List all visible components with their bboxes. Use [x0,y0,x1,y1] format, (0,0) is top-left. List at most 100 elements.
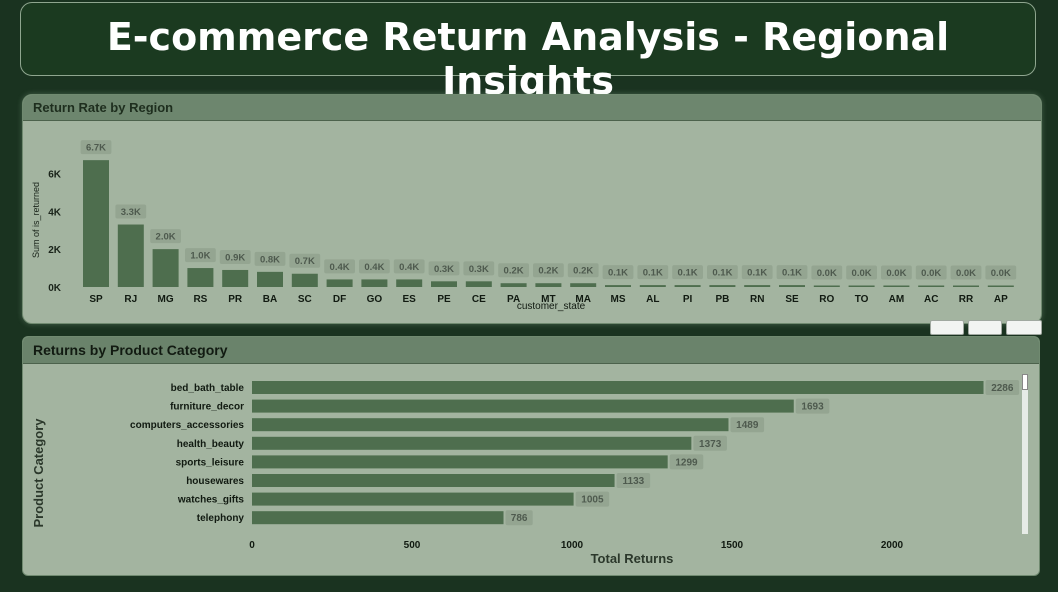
bar [117,224,144,287]
x-tick-label: PA [507,294,520,305]
data-label-bg [533,263,564,278]
data-label: 0.0K [817,268,837,279]
bar [639,285,666,287]
x-tick-label: SE [785,294,799,305]
data-label-bg [846,265,877,280]
bar [252,381,984,394]
bar [83,160,109,287]
category-label: watches_gifts [177,495,245,506]
bar [605,285,631,287]
data-label: 0.1K [782,268,802,279]
data-label-bg [575,491,610,507]
data-label-bg [672,265,703,280]
data-label: 0.9K [225,252,245,263]
category-scrollbar-thumb[interactable] [1022,374,1028,390]
category-label: health_beauty [177,439,245,450]
data-label-bg [115,204,147,219]
region-chart-panel[interactable]: Return Rate by Region 0K 2K 4K 6K Sum of is_… [22,94,1042,324]
data-label: 0.4K [364,262,384,273]
data-label: 0.1K [747,268,767,279]
data-label-bg [616,473,651,488]
x-tick-label: MS [611,294,626,305]
bar [848,285,875,287]
x-tick-label: 0 [249,540,255,551]
x-tick-label: CE [472,294,486,305]
data-label: 0.2K [538,266,558,277]
data-label-bg [359,259,390,274]
data-label: 0.0K [921,268,941,279]
x-tick-label: 2000 [881,540,904,551]
bar [987,285,1014,287]
x-tick-label: PB [715,294,729,305]
data-label-bg [254,251,286,266]
bar [744,285,771,287]
bar [396,279,423,287]
data-label: 0.8K [260,254,280,265]
category-chart-panel[interactable]: Returns by Product Category bed_bath_tab… [22,336,1040,576]
x-tick-label: DF [333,294,346,305]
bar [257,271,283,287]
data-label-bg [567,263,599,278]
data-label-bg [428,261,460,276]
data-label: 0.0K [852,268,872,279]
data-label: 1373 [699,439,722,450]
category-scrollbar[interactable] [1022,374,1028,534]
bar [252,436,692,450]
bar [252,455,668,469]
bar [252,399,794,413]
data-label-bg [881,265,912,280]
y-axis-label: Sum of is_returned [31,182,41,258]
region-bar-chart[interactable]: 0K 2K 4K 6K Sum of is_returned 6.7K SP 3.3K RJ 2.… [23,120,1041,324]
data-label: 3.3K [121,207,141,218]
data-label-bg [707,265,738,280]
data-label: 2286 [991,383,1014,394]
bar [326,279,353,287]
focus-mode-button[interactable] [930,320,964,335]
data-label-bg [985,380,1020,395]
data-label-bg [219,249,251,264]
x-tick-label: RO [819,294,834,305]
x-tick-label: 1000 [561,540,584,551]
category-label: sports_leisure [176,457,245,468]
bar [465,281,492,287]
data-label: 0.2K [573,266,593,277]
data-label: 0.0K [886,268,906,279]
x-tick-label: TO [855,294,869,305]
x-tick-label: SC [298,294,312,305]
data-label-bg [324,259,355,274]
data-label: 1693 [801,402,824,413]
y-tick-label: 4K [48,207,62,218]
data-label: 0.0K [956,268,976,279]
x-tick-label: PI [683,294,693,305]
data-label-bg [80,140,112,155]
data-label-bg [730,417,765,433]
category-label: bed_bath_table [171,383,245,394]
x-tick-label: AM [889,294,905,305]
category-bar-chart[interactable]: bed_bath_table 2286 furniture_decor 1693 com… [23,363,1039,575]
table-view-button[interactable] [968,320,1002,335]
bar [252,511,504,525]
bar [252,492,574,506]
category-label: computers_accessories [130,420,244,431]
data-label-bg [741,265,773,280]
more-options-button[interactable] [1006,320,1042,335]
data-label: 0.7K [295,256,315,267]
region-chart-header: Return Rate by Region [23,95,1041,121]
x-tick-label: ES [403,294,417,305]
data-label-bg [795,398,830,414]
data-label: 1133 [623,476,645,487]
bar [674,285,701,287]
dashboard-title: E-commerce Return Analysis - Regional In… [106,15,950,103]
data-label: 0.1K [712,268,732,279]
bar [187,268,214,287]
data-label: 0.3K [469,264,489,275]
data-label-bg [693,435,727,451]
x-tick-label: RN [750,294,764,305]
x-tick-label: AC [924,294,938,305]
bar [152,249,179,287]
data-label-bg [602,265,634,280]
bar [813,285,840,287]
data-label-bg [669,454,704,470]
data-label: 0.1K [643,268,663,279]
category-label: furniture_decor [170,402,244,413]
